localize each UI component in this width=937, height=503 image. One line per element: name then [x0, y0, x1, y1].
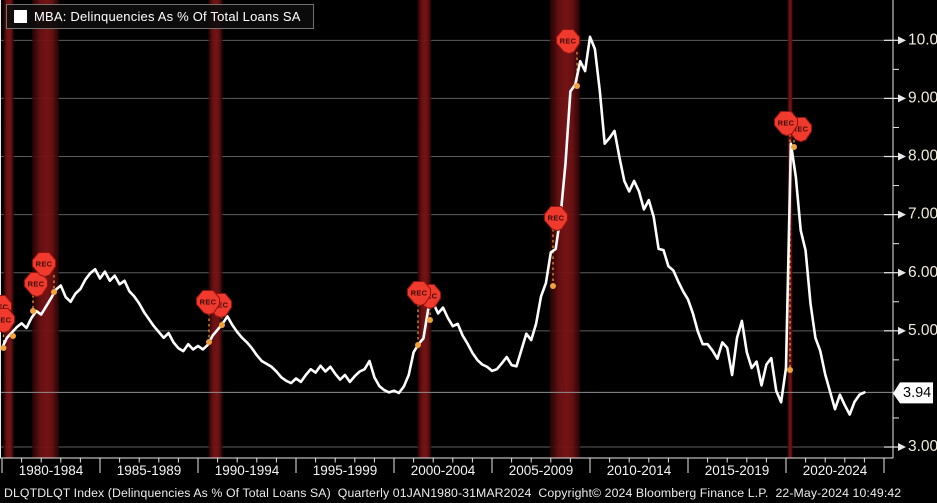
y-axis: 10.00 9.00 8.00 7.00 6.00 5.00 3.00 — [884, 31, 937, 455]
recession-band — [417, 0, 432, 458]
x-axis-label: 2000-2004 — [411, 463, 476, 478]
x-axis-label: 1990-1994 — [215, 463, 280, 478]
rec-flag-label: REC — [212, 300, 229, 309]
x-axis-label: 2015-2019 — [705, 463, 770, 478]
rec-anchor-dot — [787, 367, 793, 373]
rec-flag-shape — [774, 111, 798, 137]
x-axis-label: 2010-2014 — [607, 463, 672, 478]
y-tick-arrow — [898, 326, 906, 335]
recession-band — [3, 0, 14, 458]
rec-flag[interactable]: REC — [32, 252, 56, 278]
rec-flag-shape — [556, 29, 580, 55]
rec-anchor-dot — [427, 317, 433, 323]
x-axis-label: 1995-1999 — [313, 463, 378, 478]
gridlines — [0, 39, 893, 448]
x-axis: 1980-1984 1985-1989 1990-1994 1995-1999 2000… — [1, 458, 885, 478]
rec-anchor-dot — [30, 308, 36, 314]
rec-flag[interactable]: REC — [0, 308, 15, 334]
y-tick-arrow — [898, 268, 906, 277]
footer-bar: DLQTDLQT Index (Delinquencies As % Of To… — [0, 482, 937, 503]
rec-anchor-dot — [51, 289, 57, 295]
x-axis-label: 1985-1989 — [117, 463, 182, 478]
rec-flag-label: REC — [200, 297, 217, 306]
rec-anchor-dot — [206, 339, 212, 345]
rec-flag-shape — [407, 281, 431, 307]
last-value-badge: 3.94 — [893, 382, 933, 404]
rec-flag-label: REC — [548, 213, 565, 222]
recession-band — [208, 0, 223, 458]
rec-anchor-lines — [2, 52, 795, 368]
x-axis-label: 2020-2024 — [803, 463, 868, 478]
rec-flag[interactable]: REC — [774, 111, 798, 137]
rec-anchor-dot — [10, 333, 16, 339]
rec-anchor-dot — [0, 345, 7, 351]
y-axis-label: 6.00 — [908, 264, 937, 281]
legend-box[interactable]: MBA: Delinquencies As % Of Total Loans S… — [6, 4, 314, 29]
rec-flag[interactable]: REC — [407, 281, 431, 307]
rec-flag-label: REC — [411, 288, 428, 297]
rec-flag-shape — [32, 252, 56, 278]
rec-flag-label: REC — [36, 259, 53, 268]
rec-flag[interactable]: REC — [196, 290, 220, 316]
y-axis-label: 10.00 — [908, 31, 937, 48]
legend-label: MBA: Delinquencies As % Of Total Loans S… — [34, 9, 301, 24]
rec-flag[interactable]: REC — [544, 206, 568, 232]
rec-flag-label: REC — [0, 315, 12, 324]
y-tick-arrow — [898, 36, 906, 45]
recession-bands — [3, 0, 793, 458]
rec-flag-label: REC — [792, 124, 809, 133]
rec-flag-shape — [196, 290, 220, 316]
rec-anchor-dot — [219, 322, 225, 328]
last-value-badge-shape — [893, 382, 933, 404]
rec-flag-shape — [544, 206, 568, 232]
y-tick-arrow — [898, 443, 906, 452]
y-axis-label: 3.00 — [908, 438, 937, 455]
chart-canvas: 1980-1984 1985-1989 1990-1994 1995-1999 2000… — [0, 0, 937, 478]
y-axis-label: 8.00 — [908, 148, 937, 165]
rec-flag-label: REC — [778, 118, 795, 127]
rec-flag-label: REC — [0, 302, 9, 311]
footer-text: DLQTDLQT Index (Delinquencies As % Of To… — [4, 485, 902, 500]
x-axis-label: 2005-2009 — [509, 463, 574, 478]
rec-anchor-dots — [0, 83, 797, 373]
rec-flag-label: REC — [28, 279, 45, 288]
x-axis-label: 1980-1984 — [19, 463, 84, 478]
rec-flag-label: REC — [560, 36, 577, 45]
last-value-badge-text: 3.94 — [903, 385, 931, 401]
legend-swatch — [14, 10, 27, 23]
y-axis-label: 9.00 — [908, 90, 937, 107]
series-line — [0, 35, 866, 416]
rec-flag[interactable]: REC — [556, 29, 580, 55]
rec-anchor-dot — [791, 144, 797, 150]
rec-anchor-dot — [574, 83, 580, 89]
y-tick-arrow — [898, 94, 906, 103]
rec-anchor-dot — [415, 342, 421, 348]
y-axis-label: 7.00 — [908, 206, 937, 223]
rec-flag-shape — [0, 308, 15, 334]
y-axis-label: 5.00 — [908, 322, 937, 339]
rec-anchor-dot — [550, 283, 556, 289]
y-tick-arrow — [898, 152, 906, 161]
rec-flags: RECRECRECRECRECRECRECRECRECRECRECREC — [0, 29, 812, 334]
recession-band — [32, 0, 59, 458]
y-tick-arrow — [898, 210, 906, 219]
